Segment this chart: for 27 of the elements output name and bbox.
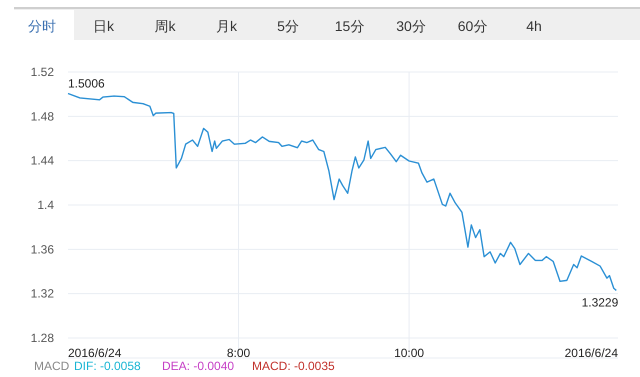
text: 日k [93,18,115,34]
x-tick-label: 10:00 [394,346,424,360]
annotation: 1.5006 [68,76,106,90]
y-tick-label: 1.52 [30,65,54,79]
annotation: 1.3229 [582,295,619,310]
text: DEA: -0.0040 [162,359,234,373]
y-tick-label: 1.44 [30,154,54,168]
text: 分时 [28,18,56,34]
text: 周k [154,18,176,34]
x-tick-label: 2016/6/24 [68,346,122,360]
text: 30分 [396,18,426,34]
text: 60分 [458,18,488,34]
x-tick-label: 8:00 [226,346,251,360]
text: 15分 [334,18,364,34]
y-tick-label: 1.4 [37,198,54,212]
line-series [67,92,617,292]
y-tick-label: 1.32 [30,286,54,301]
y-tick-label: 1.36 [30,242,54,256]
y-tick-label: 1.28 [30,331,54,345]
text: 月k [216,18,238,34]
text: MACD [34,359,70,373]
text: 4h [526,18,542,34]
text: MACD: -0.0035 [252,359,336,373]
text: DIF: -0.0058 [74,359,142,373]
text: 5分 [277,18,299,34]
x-tick-label: 2016/6/24 [564,346,618,360]
y-tick-label: 1.48 [30,109,54,124]
